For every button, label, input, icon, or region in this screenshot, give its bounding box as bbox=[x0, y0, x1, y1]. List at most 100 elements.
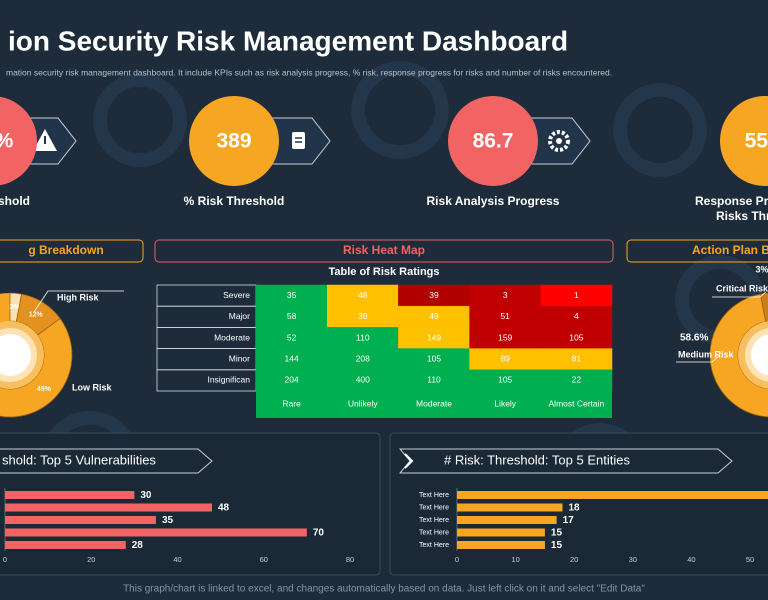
subtitle: mation security risk management dashboar… bbox=[6, 67, 612, 77]
cell-value: 58 bbox=[287, 311, 297, 321]
slice-label: 3% bbox=[9, 304, 20, 311]
chevron bbox=[404, 453, 414, 469]
annotation: Low Risk bbox=[72, 382, 113, 392]
column-label-row bbox=[256, 391, 612, 418]
y-tick-label: Text Here bbox=[419, 504, 449, 511]
panel-title: Risk Heat Map bbox=[343, 243, 425, 257]
leader-line bbox=[676, 354, 721, 363]
warning-icon-mark bbox=[44, 136, 46, 144]
row-label: Minor bbox=[229, 353, 250, 363]
cell-value: 49 bbox=[429, 311, 439, 321]
kpi-icons bbox=[33, 129, 570, 152]
column-label: Rare bbox=[282, 398, 301, 408]
cell-value: 4 bbox=[574, 311, 579, 321]
kpi-value: 55.7 bbox=[745, 130, 768, 153]
gear-icon-center bbox=[556, 138, 562, 144]
bar-value: 15 bbox=[551, 540, 563, 551]
column-label: Unlikely bbox=[348, 398, 379, 408]
kpi-value: 389 bbox=[216, 130, 251, 153]
x-tick-label: 50 bbox=[746, 555, 754, 564]
table-title: Table of Risk Ratings bbox=[328, 266, 439, 278]
cell-value: 81 bbox=[572, 353, 582, 363]
panel-header bbox=[0, 239, 144, 263]
cell-value: 1 bbox=[574, 290, 579, 300]
x-tick-label: 0 bbox=[3, 555, 7, 564]
bar bbox=[457, 516, 557, 524]
bar bbox=[5, 503, 212, 512]
cell-value: 149 bbox=[427, 332, 441, 342]
column-label: Likely bbox=[494, 398, 516, 408]
cell-value: 3 bbox=[503, 290, 508, 300]
y-tick-label: Text Here bbox=[419, 542, 449, 549]
kpi-label: shold bbox=[0, 194, 30, 208]
row-label: Major bbox=[229, 311, 250, 321]
column-label: Almost Certain bbox=[549, 398, 605, 408]
bar bbox=[457, 541, 545, 549]
x-tick-label: 80 bbox=[346, 555, 354, 564]
cell-value: 400 bbox=[356, 375, 370, 385]
bar bbox=[457, 503, 563, 512]
bar-value: 35 bbox=[162, 515, 174, 526]
donut-inner bbox=[751, 334, 768, 376]
cell-value: 208 bbox=[356, 353, 370, 363]
panel bbox=[389, 432, 768, 576]
cell-value: 51 bbox=[500, 311, 510, 321]
panel-title: # Risk: Threshold: Top 5 Entities bbox=[444, 452, 630, 467]
cell-value: 110 bbox=[356, 332, 370, 342]
document-icon bbox=[292, 132, 305, 149]
bar bbox=[5, 528, 307, 537]
slice-label: 45% bbox=[37, 386, 52, 393]
panel-header bbox=[154, 239, 614, 263]
cell-value: 144 bbox=[285, 353, 299, 363]
bar bbox=[5, 541, 126, 549]
annotation: High Risk bbox=[57, 292, 100, 302]
panel-title: shold: Top 5 Vulnerabilities bbox=[2, 452, 156, 467]
x-tick-label: 0 bbox=[455, 555, 459, 564]
cell-value: 22 bbox=[572, 375, 582, 385]
cell-value: 89 bbox=[500, 353, 510, 363]
title: ion Security Risk Management Dashboard bbox=[8, 25, 568, 56]
cell-value: 110 bbox=[427, 375, 441, 385]
x-tick-label: 20 bbox=[570, 555, 578, 564]
cell-value: 105 bbox=[498, 375, 512, 385]
bar-value: 15 bbox=[551, 528, 563, 539]
cell-value: 48 bbox=[358, 290, 368, 300]
kpi-circle bbox=[720, 96, 768, 186]
bar bbox=[457, 491, 768, 499]
x-tick-label: 40 bbox=[687, 555, 695, 564]
footer: This graph/chart is linked to excel, and… bbox=[123, 584, 645, 595]
slice-label: 58.6% bbox=[680, 333, 708, 344]
kpi-circle bbox=[0, 96, 37, 186]
bar bbox=[5, 516, 156, 524]
kpi-label: % Risk Threshold bbox=[184, 194, 285, 208]
cell-value: 204 bbox=[285, 375, 299, 385]
leader-line bbox=[33, 290, 124, 313]
annotation: Critical Risk bbox=[716, 283, 768, 293]
bar-value: 70 bbox=[313, 528, 325, 539]
bar-value: 48 bbox=[218, 503, 230, 514]
gear-icon bbox=[548, 130, 570, 152]
x-tick-label: 30 bbox=[629, 555, 637, 564]
bar bbox=[5, 491, 135, 499]
kpi-value: % bbox=[0, 130, 14, 153]
cell-value: 52 bbox=[287, 332, 297, 342]
bar-value: 18 bbox=[568, 503, 580, 514]
slice-label: 12% bbox=[29, 311, 44, 318]
panel-header bbox=[626, 239, 768, 263]
donut-inner bbox=[0, 334, 31, 376]
leader-line bbox=[712, 291, 767, 298]
decor-circle bbox=[613, 83, 707, 177]
bar-value: 17 bbox=[563, 515, 575, 526]
cell-value: 39 bbox=[429, 290, 439, 300]
cell-value: 35 bbox=[287, 290, 297, 300]
column-label: Moderate bbox=[416, 398, 452, 408]
row-label: Insignifican bbox=[207, 375, 250, 385]
x-tick-label: 20 bbox=[87, 555, 95, 564]
panel-tag bbox=[398, 448, 733, 474]
cell-value: 105 bbox=[427, 353, 441, 363]
y-tick-label: Text Here bbox=[419, 529, 449, 536]
row-label: Moderate bbox=[214, 332, 250, 342]
kpi-circle bbox=[448, 96, 538, 186]
